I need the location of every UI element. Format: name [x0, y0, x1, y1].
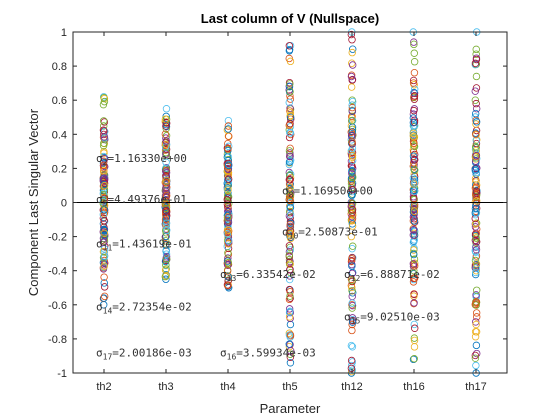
sigma-annotation: σ2=1.16330e+00: [96, 152, 187, 167]
x-tick-label-th5: th5: [282, 381, 297, 393]
x-tick-label-th12: th12: [341, 381, 362, 393]
y-tick-label: -0.6: [48, 300, 67, 312]
x-tick-label-th16: th16: [403, 381, 424, 393]
sigma-annotation: σ8=1.16950e+00: [282, 185, 373, 200]
x-tick-label-th3: th3: [158, 381, 173, 393]
y-tick-label: -0.2: [48, 232, 67, 244]
y-tick-label: 0: [61, 198, 67, 210]
y-axis-label: Component Last Singular Vector: [26, 108, 41, 296]
y-tick-label: 0.6: [52, 95, 67, 107]
y-tick-label: 0.4: [52, 129, 67, 141]
chart-title: Last column of V (Nullspace): [201, 11, 379, 26]
x-tick-label-th17: th17: [465, 381, 486, 393]
y-tick-label: 1: [61, 27, 67, 39]
y-tick-label: -1: [57, 368, 67, 380]
y-tick-label: -0.8: [48, 334, 67, 346]
x-tick-label-th2: th2: [96, 381, 111, 393]
x-tick-label-th4: th4: [220, 381, 235, 393]
x-axis-label: Parameter: [260, 401, 321, 416]
sigma-annotation: σ5=4.49376e-01: [96, 193, 187, 208]
y-tick-label: 0.8: [52, 61, 67, 73]
y-tick-label: -0.4: [48, 266, 67, 278]
y-tick-label: 0.2: [52, 163, 67, 175]
